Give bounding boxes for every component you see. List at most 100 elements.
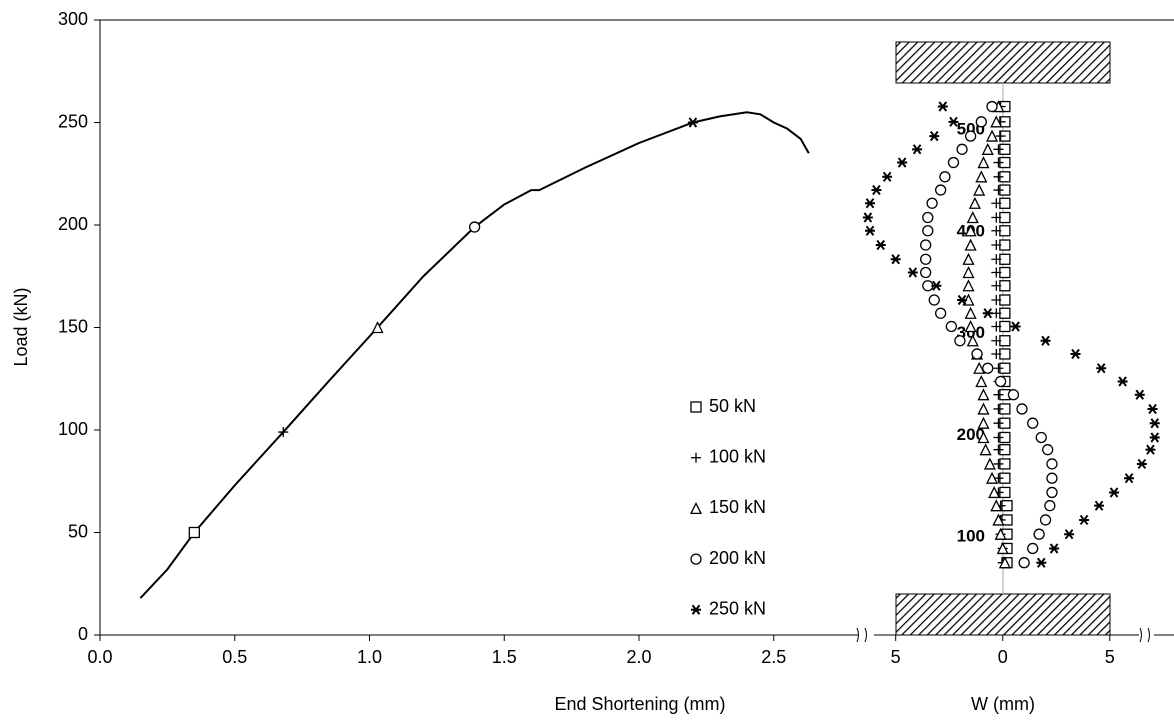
marker (962, 279, 975, 292)
marker (962, 252, 975, 265)
marker (975, 375, 988, 388)
marker (999, 320, 1011, 333)
marker (991, 348, 1002, 359)
marker (991, 308, 1002, 319)
marker (1042, 444, 1054, 456)
marker (920, 253, 932, 265)
x-tick-label: 1.0 (357, 647, 382, 667)
y-tick-label: 250 (58, 111, 88, 131)
x-tick-label: 5 (891, 647, 901, 667)
marker (999, 335, 1011, 347)
marker (862, 212, 873, 223)
marker (922, 225, 934, 237)
marker (188, 526, 200, 539)
marker (1149, 432, 1160, 443)
x-tick-label: 2.5 (761, 647, 786, 667)
marker (991, 240, 1002, 251)
marker (990, 115, 1003, 128)
marker (993, 185, 1004, 196)
marker (999, 294, 1011, 306)
marker (1016, 403, 1028, 415)
marker (991, 212, 1002, 223)
marker (993, 403, 1004, 414)
legend-label: 150 kN (709, 497, 766, 517)
marker (1046, 486, 1058, 499)
y-tick-label: 50 (68, 521, 88, 541)
marker (977, 388, 990, 401)
marker (993, 144, 1004, 155)
marker (991, 254, 1002, 265)
marker (1007, 389, 1020, 401)
marker (991, 335, 1002, 346)
y-tick-label: 100 (957, 527, 985, 546)
marker (912, 144, 923, 155)
marker (1046, 472, 1058, 484)
marker (999, 348, 1011, 360)
marker (971, 348, 983, 360)
x-tick-label: 5 (1105, 647, 1115, 667)
marker (985, 471, 999, 484)
marker (1147, 403, 1158, 415)
marker (990, 499, 1003, 512)
y-tick-label: 150 (58, 316, 88, 336)
marker (1109, 487, 1120, 498)
marker (947, 156, 960, 169)
end-plate (895, 593, 1111, 636)
y-tick-label: 200 (957, 425, 985, 444)
marker (999, 239, 1011, 251)
x-axis-title: W (mm) (971, 694, 1035, 714)
marker (995, 131, 1006, 142)
marker (1044, 500, 1056, 512)
marker (948, 116, 959, 127)
marker (1094, 500, 1105, 511)
marker (1149, 418, 1160, 429)
x-tick-label: 0 (998, 647, 1008, 667)
marker (975, 170, 988, 183)
marker (954, 335, 966, 347)
marker (996, 541, 1009, 555)
marker (1035, 431, 1047, 444)
marker (1027, 542, 1039, 555)
marker (1036, 557, 1047, 568)
marker (1145, 444, 1156, 455)
marker (983, 457, 996, 470)
marker (926, 197, 938, 209)
marker (865, 198, 875, 209)
marker (973, 183, 986, 196)
marker (687, 117, 698, 128)
legend-marker (690, 401, 702, 413)
marker (977, 156, 990, 169)
marker (968, 196, 981, 209)
marker (371, 321, 384, 334)
marker (897, 157, 908, 168)
legend-marker (689, 501, 703, 515)
marker (993, 418, 1004, 429)
y-tick-label: 200 (58, 214, 88, 234)
marker (1033, 528, 1045, 540)
marker (999, 197, 1011, 209)
marker (991, 321, 1002, 332)
marker (986, 100, 998, 113)
marker (985, 129, 999, 142)
marker (945, 320, 958, 333)
marker (937, 101, 948, 112)
marker (993, 171, 1004, 182)
x-tick-label: 0.5 (222, 647, 247, 667)
x-axis-title: End Shortening (mm) (554, 694, 725, 714)
marker (1027, 417, 1039, 429)
x-tick-label: 0.0 (87, 647, 112, 667)
marker (982, 308, 993, 319)
marker (993, 157, 1004, 168)
marker (999, 225, 1011, 237)
marker (992, 513, 1005, 526)
marker (979, 443, 992, 456)
marker (956, 143, 968, 155)
y-tick-label: 100 (58, 419, 88, 439)
marker (991, 295, 1002, 306)
marker (966, 211, 979, 224)
marker (973, 361, 986, 374)
end-plate (895, 41, 1111, 84)
marker (977, 416, 990, 429)
